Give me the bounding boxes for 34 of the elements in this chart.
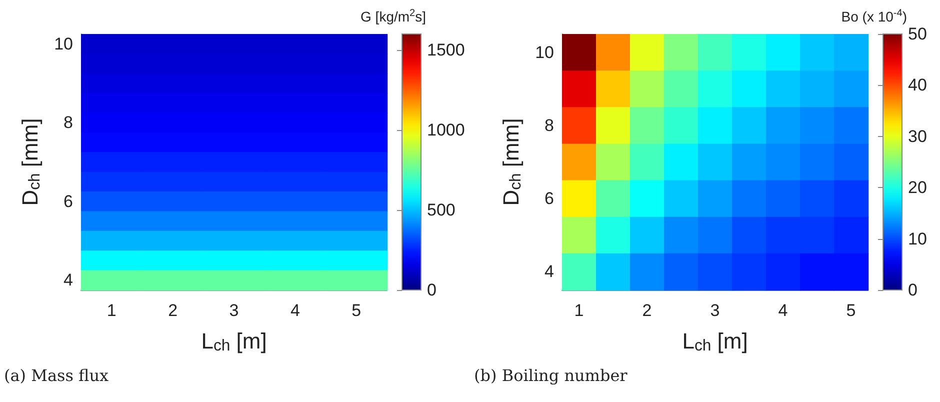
y-axis-title: Dch [mm] [18,118,44,206]
y-tick-label: 10 [535,42,554,62]
y-tick-label: 6 [544,189,554,208]
color-bar-label: 1000 [427,120,465,140]
x-tick-label: 3 [229,301,239,320]
y-tick-label: 8 [64,113,73,132]
text: (a) Mass flux [4,366,109,385]
color-bar-label: 500 [427,200,456,220]
color-bar-title: Bo (x 10$^{-4}$) [841,8,907,25]
y-axis-title: Dch [mm] [498,118,524,206]
x-tick-label: 4 [778,301,788,320]
color-bar-label: 50 [908,24,927,44]
y-tick-label: 4 [544,262,554,282]
color-bar-label: 0 [427,280,436,300]
color-bar-label: 20 [908,178,927,198]
y-tick-label: 6 [64,192,73,211]
x-tick-label: 1 [574,301,584,320]
x-tick-label: 4 [290,301,300,320]
color-bar-label: 30 [908,126,927,146]
color-bar-label: 40 [908,76,927,95]
color-bar-label: 1500 [427,40,465,60]
color-bar-title: G [kg/m$^{2}$s] [360,8,426,25]
y-tick-label: 10 [54,34,73,54]
x-tick-label: 2 [168,301,178,320]
x-tick-label: 3 [710,301,720,320]
color-bar-label: 0 [908,280,918,300]
y-tick-label: 8 [544,116,554,135]
x-tick-label: 5 [846,301,856,320]
x-tick-label: 1 [106,301,116,320]
x-tick-label: 5 [352,301,362,320]
color-bar-label: 10 [908,229,927,248]
x-tick-label: 2 [642,301,652,320]
text: (b) Boiling number [474,366,628,385]
y-tick-label: 4 [64,270,73,290]
